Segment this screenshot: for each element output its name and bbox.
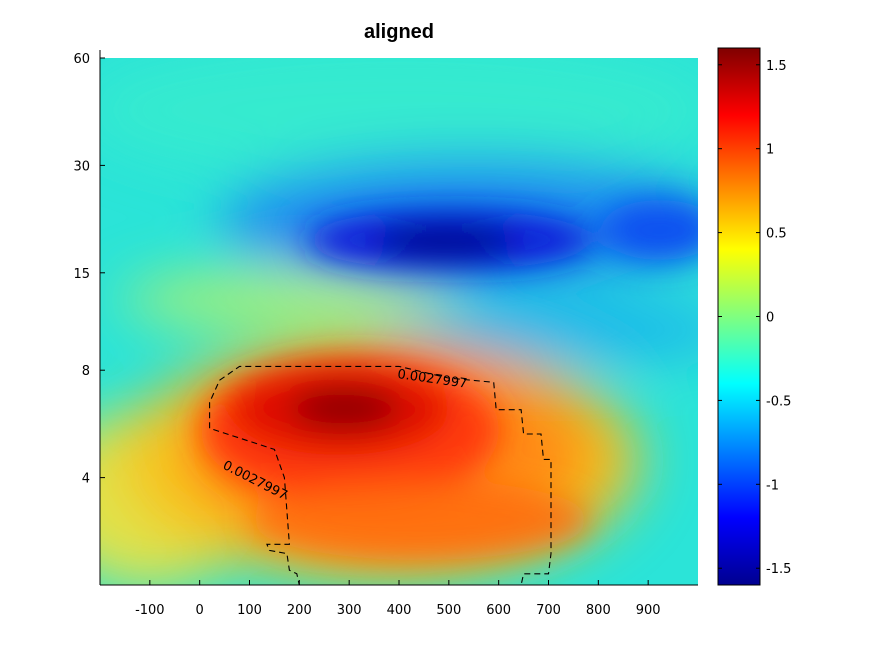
colorbar-ticks: 1.5 1 0.5 0 -0.5 -1 -1.5 [718, 59, 791, 577]
x-tick-label: 800 [586, 603, 611, 618]
colorbar-tick-label: 0 [766, 311, 774, 326]
x-axis-ticks: -100 0 100 200 300 400 500 600 700 800 900 [135, 580, 661, 618]
colorbar-tick-label: 1.5 [766, 59, 787, 74]
y-tick-label: 8 [82, 364, 90, 379]
x-tick-label: 600 [486, 603, 511, 618]
colorbar-tick-label: -1 [766, 478, 779, 493]
x-tick-label: 200 [287, 603, 312, 618]
colorbar-bar [717, 47, 761, 586]
field-blue-band [380, 304, 698, 356]
field-trough-core [375, 224, 515, 260]
x-tick-label: 400 [387, 603, 412, 618]
field-peak-core [290, 386, 400, 430]
colorbar-tick-label: -0.5 [766, 394, 791, 409]
contour-line [209, 365, 552, 585]
y-tick-label: 4 [82, 472, 90, 487]
field-cyan-top [100, 58, 698, 180]
x-tick-label: 100 [237, 603, 262, 618]
x-tick-label: -100 [135, 603, 165, 618]
colorbar-tick-label: -1.5 [766, 562, 791, 577]
y-tick-label: 30 [73, 159, 90, 174]
x-tick-label: 900 [636, 603, 661, 618]
x-tick-label: 300 [337, 603, 362, 618]
colorbar-tick-label: 0.5 [766, 227, 787, 242]
x-tick-label: 500 [436, 603, 461, 618]
colorbar: 1.5 1 0.5 0 -0.5 -1 -1.5 [717, 47, 791, 586]
field-yellow-band [120, 272, 460, 328]
heatmap-field [100, 58, 698, 585]
y-tick-label: 15 [73, 267, 90, 282]
x-tick-label: 0 [196, 603, 204, 618]
field-blue-right [600, 200, 698, 260]
field-orange-low [250, 480, 590, 560]
chart-title: aligned [364, 21, 434, 43]
x-tick-label: 700 [536, 603, 561, 618]
contour-layer [209, 365, 552, 585]
colorbar-tick-label: 1 [766, 143, 774, 158]
y-tick-label: 60 [73, 52, 90, 67]
y-axis-ticks: 60 30 15 8 4 [73, 52, 105, 487]
